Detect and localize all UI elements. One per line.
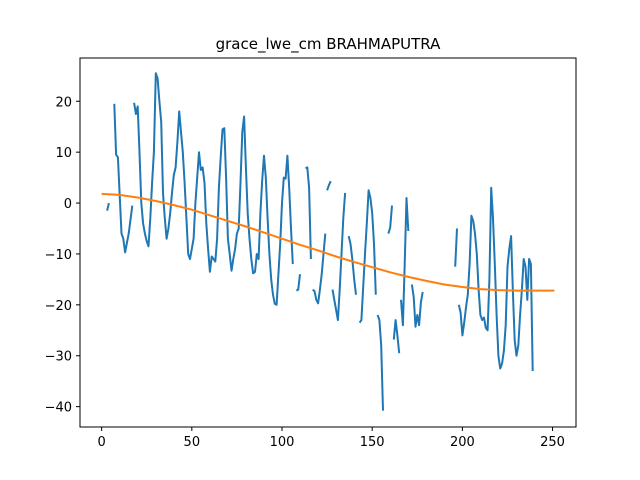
x-tick-label: 200: [450, 435, 475, 450]
series-1-line-1: [106, 202, 110, 211]
series-1-line-3: [133, 72, 294, 306]
series-1-line-8: [331, 192, 347, 322]
x-tick-label: 150: [360, 435, 385, 450]
y-tick-label: −30: [45, 350, 72, 365]
y-tick-label: −10: [45, 248, 72, 263]
series-1-line-10: [358, 189, 377, 324]
y-tick-label: 10: [55, 146, 72, 161]
series-1-line-13: [392, 319, 401, 354]
series-1-line-15: [410, 284, 424, 328]
x-tick-label: 100: [270, 435, 295, 450]
series-1-line-9: [347, 235, 357, 295]
series-2-line-1: [101, 192, 555, 292]
series-2: [101, 192, 555, 292]
series-1-line-6: [312, 233, 327, 305]
x-tick-label: 250: [540, 435, 565, 450]
series-1-line-14: [400, 197, 410, 327]
plot-area: [101, 72, 555, 411]
series-1-line-2: [113, 103, 134, 254]
y-tick-label: −40: [45, 401, 72, 416]
series-1-line-11: [376, 314, 384, 411]
x-tick-label: 50: [184, 435, 201, 450]
axes: 0 50 100 150 200 250 −40 −30 −20 −10 0 10 20: [45, 57, 577, 450]
series-1-line-5: [305, 166, 312, 260]
chart-title: grace_lwe_cm BRAHMAPUTRA: [216, 35, 441, 54]
y-tick-label: −20: [45, 299, 72, 314]
y-tick-label: 20: [55, 95, 72, 110]
series-1-line-7: [326, 180, 332, 191]
series-1-line-12: [387, 205, 393, 234]
axes-frame: [79, 57, 577, 428]
series-1-line-4: [295, 274, 301, 292]
y-tick-label: 0: [64, 197, 72, 212]
series-1-line-16: [454, 228, 458, 267]
x-tick-label: 0: [98, 435, 106, 450]
